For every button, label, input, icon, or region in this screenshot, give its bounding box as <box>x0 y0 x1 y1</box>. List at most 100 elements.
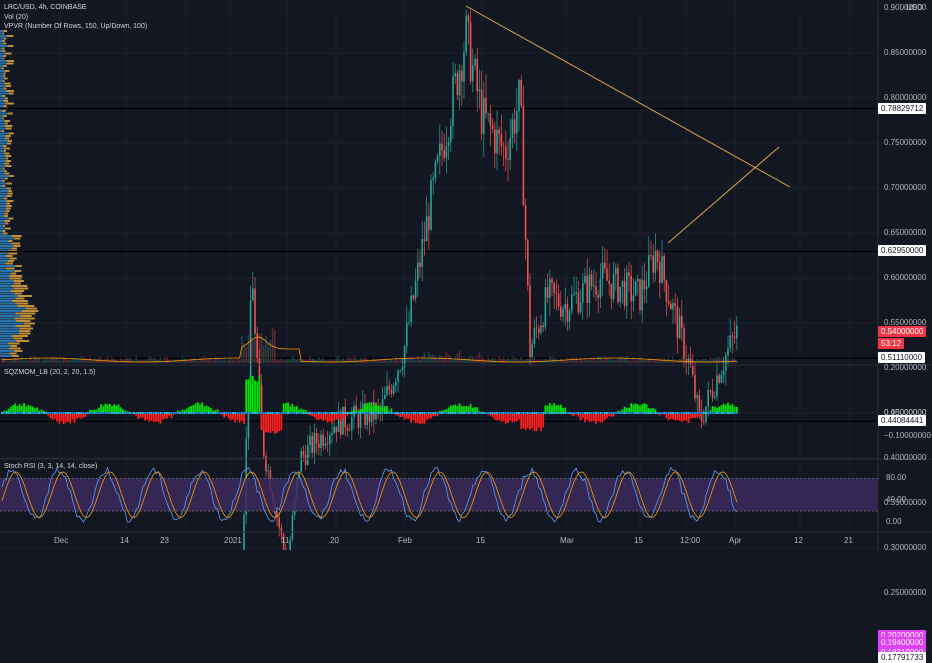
squeeze-bar <box>538 413 540 427</box>
candle-body <box>303 451 305 455</box>
vp-bar-down <box>9 93 14 95</box>
price-badge[interactable]: 0.51110000 <box>878 352 925 363</box>
vp-bar-up <box>0 113 8 115</box>
price-badge[interactable]: 0.62950000 <box>878 245 926 256</box>
volume-bar <box>278 360 280 363</box>
squeeze-dot <box>503 412 505 414</box>
squeeze-dot <box>300 412 302 414</box>
vp-bar-up <box>0 78 4 80</box>
vpvr-legend[interactable]: VPVR (Number Of Rows, 150, Up/Down, 100) <box>4 23 147 30</box>
candle-body <box>509 138 511 160</box>
candle-body <box>450 126 452 142</box>
price-badge[interactable]: 0.78829712 <box>878 103 926 114</box>
candle-body <box>560 307 562 317</box>
squeeze-bar <box>74 413 76 423</box>
vp-bar-down <box>11 248 17 250</box>
squeeze-dot <box>54 412 56 414</box>
price-badge[interactable]: 0.44084441 <box>878 415 926 426</box>
squeeze-dot <box>492 412 494 414</box>
squeeze-dot <box>558 412 560 414</box>
squeeze-dot <box>56 412 58 414</box>
squeeze-dot <box>512 412 514 414</box>
symbol-legend[interactable]: LRC/USD, 4h, COINBASE <box>4 4 86 11</box>
vp-bar-down <box>2 68 4 70</box>
squeeze-bar <box>683 413 685 421</box>
squeeze-bar <box>151 413 153 421</box>
volume-bar <box>124 359 126 363</box>
volume-bar <box>613 360 615 363</box>
candle-body <box>547 287 549 298</box>
squeeze-bar <box>245 380 247 414</box>
vp-bar-down <box>8 253 17 255</box>
candle-body <box>727 348 729 355</box>
squeeze-dot <box>470 412 472 414</box>
squeeze-dot <box>534 412 536 414</box>
chart-canvas[interactable] <box>0 0 932 550</box>
squeeze-dot <box>369 412 371 414</box>
volume-bar <box>204 356 206 363</box>
candle-body <box>391 390 393 394</box>
price-badge[interactable]: 0.54000000 <box>878 326 926 337</box>
squeeze-bar <box>197 402 199 413</box>
vp-bar-down <box>13 338 23 340</box>
candle-body <box>503 146 505 147</box>
volume-legend[interactable]: Vol (20) <box>4 14 28 21</box>
upper-trendline[interactable] <box>466 6 790 187</box>
stoch-legend[interactable]: Stoch RSI (3, 3, 14, 14, close) <box>4 463 97 470</box>
candle-body <box>384 395 386 399</box>
volume-bar <box>289 359 291 363</box>
vp-bar-up <box>0 165 5 167</box>
candle-body <box>311 436 313 453</box>
candle-body <box>564 304 566 309</box>
vp-bar-up <box>0 138 5 140</box>
squeeze-dot <box>149 412 151 414</box>
squeeze-bar <box>417 413 419 423</box>
squeeze-dot <box>626 412 628 414</box>
price-badge[interactable]: 0.17791733 <box>878 652 926 663</box>
vp-bar-up <box>0 88 3 90</box>
squeeze-dot <box>311 412 313 414</box>
squeeze-legend[interactable]: SQZMOM_LB (20, 2, 20, 1.5) <box>4 369 95 376</box>
squeeze-dot <box>265 412 267 414</box>
vp-bar-up <box>0 155 6 157</box>
lower-trendline[interactable] <box>668 147 779 243</box>
squeeze-dot <box>375 412 377 414</box>
price-tick-label: 0.60000000 <box>884 273 926 282</box>
squeeze-dot <box>395 412 397 414</box>
squeeze-dot <box>582 412 584 414</box>
squeeze-bar <box>507 413 509 423</box>
squeeze-dot <box>567 412 569 414</box>
squeeze-dot <box>303 412 305 414</box>
squeeze-dot <box>256 412 258 414</box>
volume-bar <box>641 358 643 363</box>
stoch-band <box>0 478 878 511</box>
volume-bar <box>160 357 162 363</box>
candle-body <box>336 427 338 432</box>
vp-bar-down <box>6 85 11 87</box>
candle-body <box>674 303 676 306</box>
volume-profile <box>0 30 38 360</box>
squeeze-bar <box>514 413 516 422</box>
candle-body <box>468 16 470 22</box>
vp-bar-down <box>15 303 28 305</box>
squeeze-bar <box>58 413 60 423</box>
squeeze-bar <box>336 413 338 420</box>
volume-bar <box>505 360 507 363</box>
vp-bar-up <box>0 355 12 357</box>
volume-bar <box>589 360 591 363</box>
squeeze-bar <box>322 413 324 421</box>
squeeze-dot <box>118 412 120 414</box>
volume-bar <box>373 358 375 363</box>
squeeze-dot <box>494 412 496 414</box>
vp-bar-down <box>5 263 13 265</box>
vp-bar-down <box>11 235 21 237</box>
vp-bar-up <box>0 208 5 210</box>
squeeze-bar <box>267 413 269 432</box>
vp-bar-up <box>0 100 3 102</box>
price-badge[interactable]: 53:12 <box>878 338 904 349</box>
vp-bar-up <box>0 230 3 232</box>
squeeze-bar <box>254 381 256 414</box>
vp-bar-up <box>0 263 5 265</box>
squeeze-dot <box>212 412 214 414</box>
